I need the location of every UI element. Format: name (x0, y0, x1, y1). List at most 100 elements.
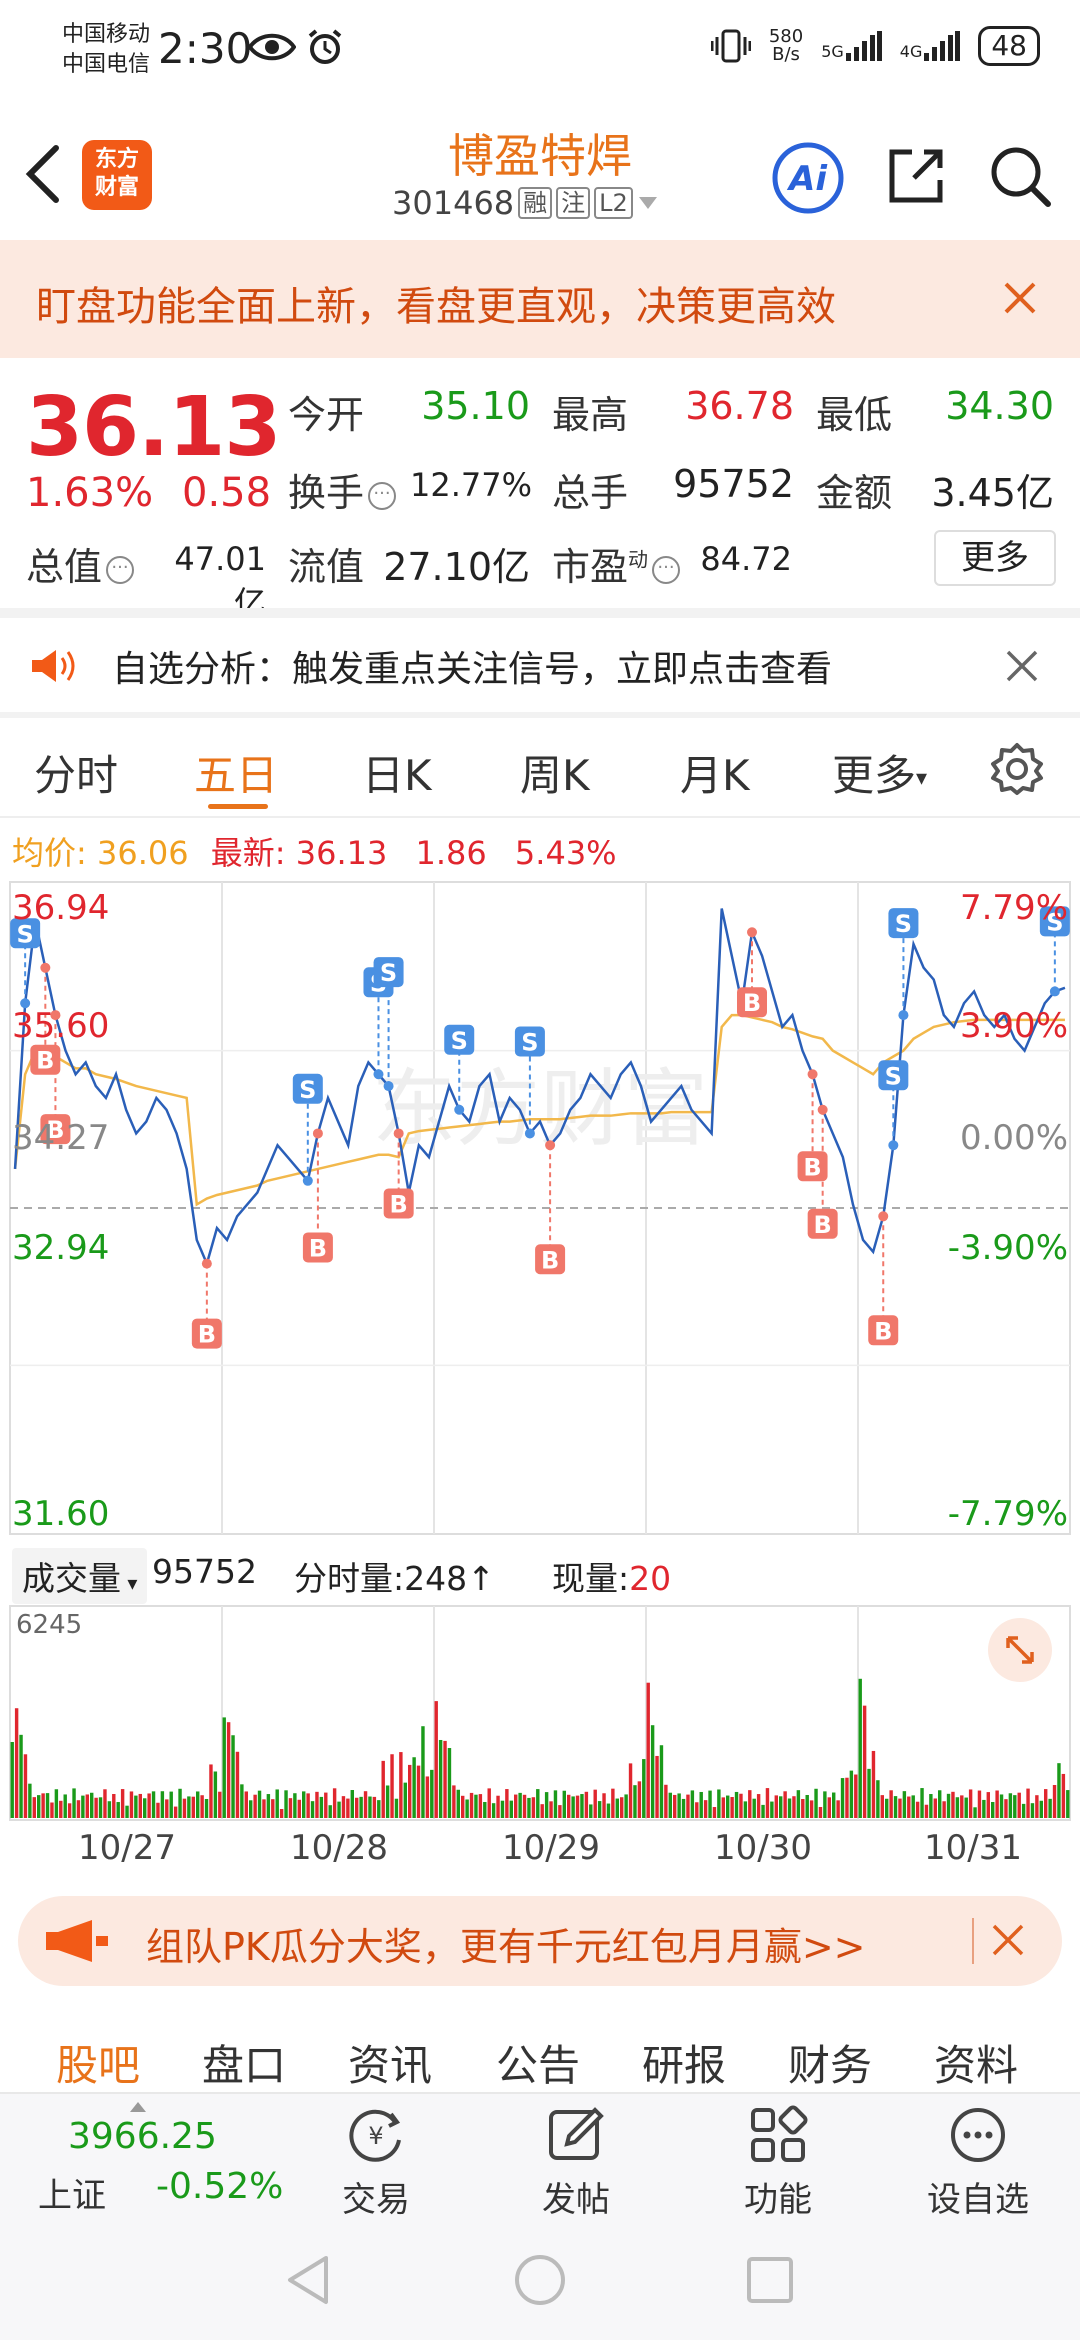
volume-bar (332, 1788, 337, 1818)
buy-signal-marker[interactable]: B (191, 1258, 222, 1349)
tab-order-book[interactable]: 盘口 (202, 2041, 287, 2090)
sell-signal-marker[interactable]: S (888, 908, 919, 1021)
signal-label: S (380, 959, 397, 987)
signal-label: S (885, 1062, 902, 1090)
volume-bar (699, 1791, 703, 1818)
more-quote-button[interactable]: 更多 (934, 530, 1056, 586)
tab-daily-k[interactable]: 日K (362, 751, 432, 800)
volume-bar (531, 1797, 536, 1818)
functions-button[interactable]: 功能 (708, 2104, 848, 2221)
date-label: 10/29 (502, 1828, 600, 1868)
tab-announcements[interactable]: 公告 (496, 2041, 581, 2090)
info-icon[interactable]: ··· (652, 555, 681, 584)
buy-signal-marker[interactable]: B (797, 1069, 828, 1182)
info-icon[interactable]: ··· (106, 555, 135, 584)
eastmoney-logo[interactable]: 东方 财富 (82, 140, 152, 210)
tab-weekly-k[interactable]: 周K (520, 751, 590, 800)
tab-monthly-k[interactable]: 月K (680, 751, 750, 800)
add-watchlist-button[interactable]: 设自选 (908, 2104, 1048, 2221)
ai-icon[interactable]: Ai (770, 140, 846, 216)
post-button[interactable]: 发帖 (506, 2104, 646, 2221)
low-label: 最低 (816, 393, 893, 437)
sell-signal-marker[interactable]: S (10, 918, 41, 1009)
volume-bar (668, 1792, 672, 1818)
sell-signal-marker[interactable]: S (514, 1026, 545, 1139)
volume-bar (862, 1705, 867, 1818)
volume-bar (730, 1797, 734, 1818)
five-day-chart[interactable]: 东方财富 SBBBSBBSSSSBBBBSSBS 36.94 35.60 34.… (0, 878, 1080, 1538)
net-speed: 580 B/s (768, 26, 804, 65)
sell-signal-marker[interactable]: S (373, 957, 404, 1092)
volume-bar (624, 1794, 628, 1818)
buy-signal-marker[interactable]: B (30, 962, 61, 1075)
volume-bar (527, 1797, 531, 1818)
trade-button[interactable]: ¥ 交易 (306, 2104, 446, 2221)
volume-bar (681, 1798, 686, 1818)
back-arrow-icon[interactable] (20, 142, 64, 206)
analysis-notice[interactable]: 自选分析：触发重点关注信号，立即点击查看 (0, 618, 1080, 712)
tab-intraday[interactable]: 分时 (34, 751, 119, 800)
share-icon[interactable] (884, 144, 948, 208)
close-icon[interactable] (990, 1922, 1026, 1958)
latest-label: 最新: (210, 834, 286, 872)
y-right-label: 7.79% (959, 888, 1068, 928)
dropdown-triangle-icon (638, 197, 657, 209)
tab-more[interactable]: 更多▾ (832, 751, 928, 800)
tab-five-day[interactable]: 五日 (194, 751, 279, 800)
tab-profile[interactable]: 资料 (934, 2041, 1019, 2090)
volume-bar (854, 1774, 858, 1818)
megaphone-icon (46, 1920, 108, 1962)
gear-icon[interactable] (990, 742, 1044, 796)
volume-bar (779, 1796, 783, 1818)
volume-indicator-select[interactable]: 成交量 ▾ (12, 1548, 148, 1604)
pk-promo-banner[interactable]: 组队PK瓜分大奖，更有千元红包月月赢>> (18, 1896, 1062, 1986)
volume-bar (125, 1805, 129, 1818)
current-volume: 现量:20 (552, 1559, 672, 1598)
buy-signal-marker[interactable]: B (737, 927, 767, 1018)
system-navigation (0, 2222, 1080, 2340)
signal-label: B (814, 1211, 832, 1239)
turnover-label: 换手 ··· (288, 462, 400, 517)
nav-home-icon[interactable] (512, 2252, 568, 2308)
signal-label: B (541, 1246, 559, 1274)
volume-bar (487, 1788, 491, 1818)
open-value: 35.10 (421, 384, 530, 428)
expand-icon[interactable] (986, 1616, 1054, 1684)
volume-bar (355, 1797, 359, 1818)
volume-bar (505, 1789, 509, 1818)
close-icon[interactable] (1000, 278, 1040, 318)
volume-bar (1035, 1795, 1039, 1818)
volume-bar (191, 1796, 195, 1818)
volume-bar (67, 1803, 72, 1818)
search-icon[interactable] (986, 142, 1054, 210)
volume-bar (399, 1752, 403, 1818)
buy-signal-marker[interactable]: B (868, 1211, 899, 1346)
tab-forum[interactable]: 股吧 (56, 2041, 141, 2090)
nav-back-icon[interactable] (282, 2252, 334, 2308)
sell-signal-marker[interactable]: S (1039, 906, 1070, 997)
volume-chart[interactable]: 6245 (0, 1604, 1080, 1824)
tab-research[interactable]: 研报 (642, 2041, 727, 2090)
sell-signal-marker[interactable]: S (878, 1060, 909, 1151)
volume-bar (734, 1791, 739, 1818)
buy-signal-marker[interactable]: B (302, 1128, 333, 1263)
volume-chart-svg (9, 1605, 1071, 1821)
volume-bar (602, 1793, 606, 1818)
signal-bars-icon (845, 31, 882, 61)
info-icon[interactable]: ··· (368, 481, 397, 510)
stock-code-row[interactable]: 301468 融 注 L2 (392, 184, 659, 222)
buy-signal-marker[interactable]: B (383, 1128, 414, 1219)
volume-bar (204, 1798, 209, 1818)
feature-banner[interactable]: 盯盘功能全面上新，看盘更直观，决策更高效 (0, 240, 1080, 358)
tab-financials[interactable]: 财务 (788, 2041, 873, 2090)
close-icon[interactable] (1004, 648, 1040, 684)
tab-news[interactable]: 资讯 (348, 2041, 433, 2090)
buy-signal-marker[interactable]: B (807, 1104, 838, 1239)
nav-recents-icon[interactable] (744, 2254, 796, 2306)
signal-label: B (390, 1190, 408, 1218)
volume-bar (946, 1793, 951, 1818)
sell-signal-marker[interactable]: S (444, 1024, 475, 1115)
volume-bar (178, 1788, 182, 1818)
change-percent: 1.63% (26, 470, 154, 516)
sell-signal-marker[interactable]: S (292, 1073, 323, 1186)
